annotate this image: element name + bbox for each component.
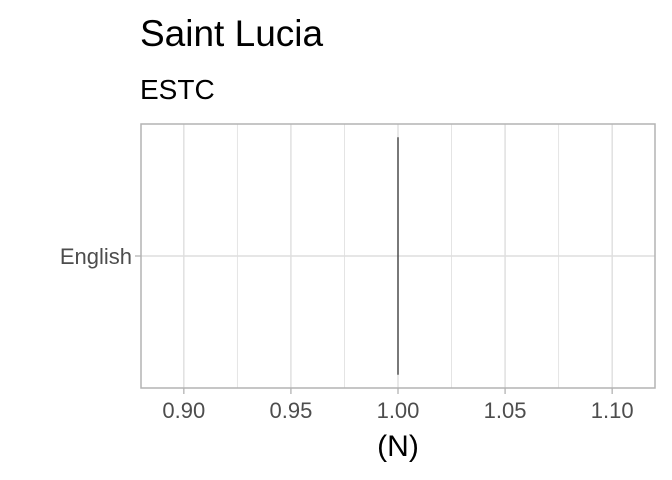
y-tick-label: English [60, 244, 132, 269]
x-tick-label: 1.00 [377, 398, 420, 423]
chart-subtitle: ESTC [140, 74, 215, 105]
x-tick-label: 0.90 [162, 398, 205, 423]
x-axis-title: (N) [377, 430, 419, 463]
y-axis: English [60, 244, 141, 269]
chart-title: Saint Lucia [140, 13, 323, 54]
x-tick-label: 0.95 [270, 398, 313, 423]
x-tick-label: 1.10 [591, 398, 634, 423]
x-tick-label: 1.05 [484, 398, 527, 423]
x-axis: 0.90 0.95 1.00 1.05 1.10 [162, 388, 634, 423]
bars [397, 137, 399, 375]
